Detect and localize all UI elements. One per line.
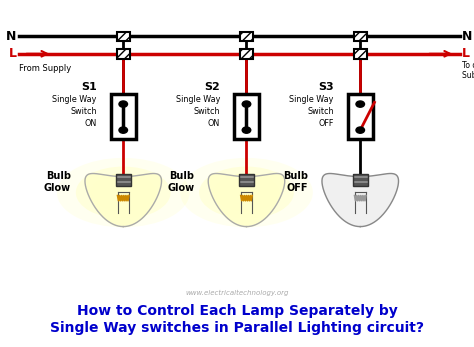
Polygon shape: [85, 174, 162, 227]
Bar: [240, 32, 253, 41]
Text: Single Way
Switch
ON: Single Way Switch ON: [175, 95, 220, 128]
Ellipse shape: [180, 158, 313, 227]
Circle shape: [356, 101, 365, 107]
Bar: [117, 32, 130, 41]
Text: How to Control Each Lamp Separately by: How to Control Each Lamp Separately by: [77, 304, 397, 318]
Bar: [116, 181, 131, 183]
Bar: [116, 174, 131, 176]
Bar: [240, 49, 253, 59]
Ellipse shape: [199, 167, 294, 219]
Ellipse shape: [76, 167, 171, 219]
Text: S2: S2: [204, 82, 220, 92]
Text: L: L: [9, 47, 17, 60]
Bar: [353, 183, 368, 186]
Bar: [116, 174, 131, 186]
Text: Single Way
Switch
OFF: Single Way Switch OFF: [289, 95, 334, 128]
Bar: [353, 174, 368, 186]
Text: Bulb
OFF: Bulb OFF: [283, 171, 308, 193]
Text: Single Way
Switch
ON: Single Way Switch ON: [52, 95, 97, 128]
Bar: [117, 32, 130, 41]
Bar: [239, 174, 254, 186]
Bar: [117, 49, 130, 59]
Text: L: L: [462, 47, 470, 60]
Polygon shape: [208, 174, 285, 227]
Text: Bulb
Glow: Bulb Glow: [44, 171, 71, 193]
Text: Bulb
Glow: Bulb Glow: [167, 171, 194, 193]
Bar: [234, 94, 259, 139]
Bar: [354, 49, 367, 59]
Circle shape: [119, 127, 128, 133]
Ellipse shape: [90, 174, 156, 212]
Bar: [348, 94, 373, 139]
Bar: [239, 176, 254, 178]
Bar: [239, 174, 254, 176]
Bar: [240, 49, 253, 59]
Bar: [354, 32, 367, 41]
Circle shape: [356, 127, 365, 133]
Bar: [239, 178, 254, 181]
Circle shape: [119, 101, 128, 107]
Ellipse shape: [213, 174, 280, 212]
Bar: [117, 49, 130, 59]
Bar: [116, 176, 131, 178]
Bar: [353, 174, 368, 176]
Text: To other
Sub Circuits: To other Sub Circuits: [462, 61, 474, 80]
Bar: [353, 178, 368, 181]
Text: N: N: [462, 30, 473, 43]
Text: S1: S1: [81, 82, 97, 92]
Text: N: N: [6, 30, 17, 43]
Bar: [354, 32, 367, 41]
Bar: [116, 183, 131, 186]
Bar: [116, 178, 131, 181]
Bar: [239, 181, 254, 183]
Text: www.electricaltechnology.org: www.electricaltechnology.org: [185, 290, 289, 296]
Bar: [353, 181, 368, 183]
Bar: [353, 176, 368, 178]
Circle shape: [242, 127, 251, 133]
Bar: [354, 49, 367, 59]
Text: Single Way switches in Parallel Lighting circuit?: Single Way switches in Parallel Lighting…: [50, 321, 424, 335]
Bar: [111, 94, 136, 139]
Polygon shape: [322, 174, 399, 227]
Circle shape: [242, 101, 251, 107]
Ellipse shape: [57, 158, 190, 227]
Text: S3: S3: [318, 82, 334, 92]
Bar: [240, 32, 253, 41]
Bar: [239, 183, 254, 186]
Text: From Supply: From Supply: [19, 64, 71, 73]
